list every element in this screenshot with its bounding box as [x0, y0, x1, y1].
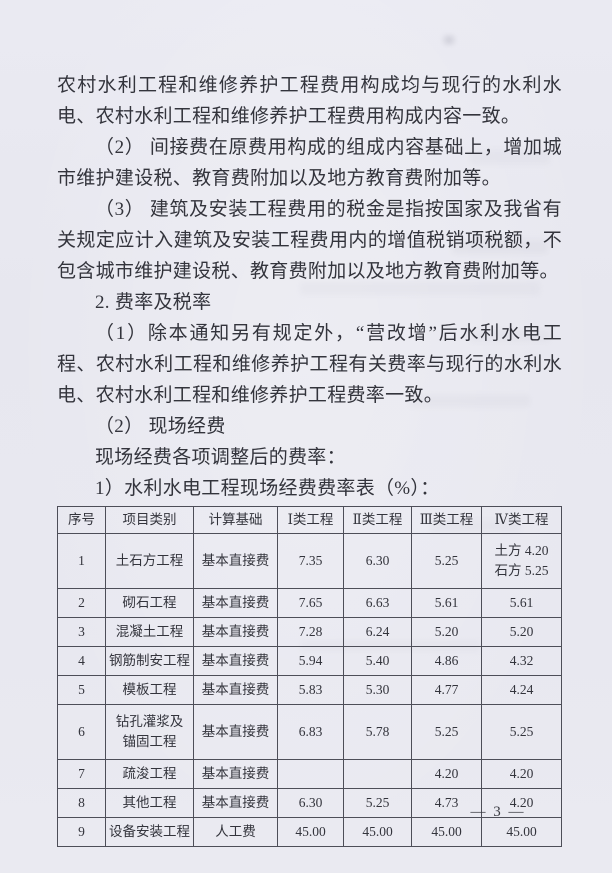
cell-no: 2 — [57, 588, 106, 618]
document-body: 农村水利工程和维修养护工程费用构成均与现行的水利水电、农村水利工程和维修养护工程… — [57, 70, 562, 847]
cell-class1: 5.94 — [277, 646, 344, 676]
cell-basis: 人工费 — [193, 817, 278, 847]
cell-class3: 5.25 — [411, 533, 482, 589]
cell-class2: 5.78 — [343, 704, 412, 760]
cell-no: 1 — [57, 533, 106, 589]
table-header-row: 序号 项目类别 计算基础 Ⅰ类工程 Ⅱ类工程 Ⅲ类工程 Ⅳ类工程 — [57, 506, 562, 534]
header-class-4: Ⅳ类工程 — [481, 506, 562, 534]
paragraph-item-1: （1）除本通知另有规定外，“营改增”后水利水电工程、农村水利工程和维修养护工程有… — [57, 323, 562, 406]
table-row: 7 疏浚工程 基本直接费 4.20 4.20 — [57, 759, 562, 789]
paragraph-item-3: （3） 建筑及安装工程费用的税金是指按国家及我省有关规定应计入建筑及安装工程费用… — [57, 199, 562, 282]
cell-class4: 4.24 — [481, 675, 562, 705]
cell-class3: 5.61 — [411, 588, 482, 618]
cell-basis: 基本直接费 — [193, 617, 278, 647]
table-row: 1 土石方工程 基本直接费 7.35 6.30 5.25 土方 4.20 石方 … — [57, 533, 562, 589]
cell-category: 模板工程 — [105, 675, 194, 705]
cell-class3: 4.86 — [411, 646, 482, 676]
cell-basis: 基本直接费 — [193, 788, 278, 818]
cell-category: 其他工程 — [105, 788, 194, 818]
header-class-2: Ⅱ类工程 — [343, 506, 412, 534]
header-project-category: 项目类别 — [105, 506, 194, 534]
paragraph-site-expense-intro: 现场经费各项调整后的费率： — [95, 447, 346, 468]
cell-category: 砌石工程 — [105, 588, 194, 618]
cell-class4: 4.20 — [481, 788, 562, 818]
cell-class1: 7.28 — [277, 617, 344, 647]
header-class-1: Ⅰ类工程 — [277, 506, 344, 534]
header-serial-number: 序号 — [57, 506, 106, 534]
cell-category: 钻孔灌浆及 锚固工程 — [105, 704, 194, 760]
cell-no: 5 — [57, 675, 106, 705]
cell-class4: 45.00 — [481, 817, 562, 847]
cell-class2: 5.40 — [343, 646, 412, 676]
cell-class1: 6.30 — [277, 788, 344, 818]
fee-rate-table: 序号 项目类别 计算基础 Ⅰ类工程 Ⅱ类工程 Ⅲ类工程 Ⅳ类工程 1 土石方工程… — [57, 506, 562, 847]
cell-category: 疏浚工程 — [105, 759, 194, 789]
paragraph-continuation: 农村水利工程和维修养护工程费用构成均与现行的水利水电、农村水利工程和维修养护工程… — [57, 75, 562, 127]
cell-class1: 5.83 — [277, 675, 344, 705]
cell-class4: 4.20 — [481, 759, 562, 789]
cell-no: 6 — [57, 704, 106, 760]
cell-class4: 5.20 — [481, 617, 562, 647]
cell-category: 土石方工程 — [105, 533, 194, 589]
cell-class2 — [343, 759, 412, 789]
cell-class2: 6.63 — [343, 588, 412, 618]
table-row: 9 设备安装工程 人工费 45.00 45.00 45.00 45.00 — [57, 817, 562, 847]
header-class-3: Ⅲ类工程 — [411, 506, 482, 534]
table-row: 6 钻孔灌浆及 锚固工程 基本直接费 6.83 5.78 5.25 5.25 — [57, 704, 562, 760]
table-row: 2 砌石工程 基本直接费 7.65 6.63 5.61 5.61 — [57, 588, 562, 618]
cell-basis: 基本直接费 — [193, 533, 278, 589]
subsection-heading-site-expense: （2） 现场经费 — [95, 416, 226, 437]
cell-no: 9 — [57, 817, 106, 847]
cell-basis: 基本直接费 — [193, 759, 278, 789]
cell-class4: 5.25 — [481, 704, 562, 760]
cell-class3: 45.00 — [411, 817, 482, 847]
cell-no: 3 — [57, 617, 106, 647]
cell-class2: 6.24 — [343, 617, 412, 647]
cell-class1 — [277, 759, 344, 789]
cell-no: 8 — [57, 788, 106, 818]
cell-class4: 土方 4.20 石方 5.25 — [481, 533, 562, 589]
table-row: 5 模板工程 基本直接费 5.83 5.30 4.77 4.24 — [57, 675, 562, 705]
cell-class1: 6.83 — [277, 704, 344, 760]
cell-class1: 45.00 — [277, 817, 344, 847]
cell-class1: 7.35 — [277, 533, 344, 589]
cell-class2: 45.00 — [343, 817, 412, 847]
cell-class3: 4.20 — [411, 759, 482, 789]
paragraph-item-2: （2） 间接费在原费用构成的组成内容基础上，增加城市维护建设税、教育费附加以及地… — [57, 137, 562, 189]
cell-no: 7 — [57, 759, 106, 789]
section-heading-fee-rates: 2. 费率及税率 — [95, 292, 212, 313]
page-number: — 3 — — [470, 804, 526, 820]
cell-class4: 4.32 — [481, 646, 562, 676]
cell-basis: 基本直接费 — [193, 675, 278, 705]
table-row: 4 钢筋制安工程 基本直接费 5.94 5.40 4.86 4.32 — [57, 646, 562, 676]
cell-class3: 5.25 — [411, 704, 482, 760]
cell-basis: 基本直接费 — [193, 704, 278, 760]
cell-class1: 7.65 — [277, 588, 344, 618]
cell-class2: 6.30 — [343, 533, 412, 589]
cell-category: 设备安装工程 — [105, 817, 194, 847]
cell-class2: 5.30 — [343, 675, 412, 705]
cell-basis: 基本直接费 — [193, 646, 278, 676]
cell-basis: 基本直接费 — [193, 588, 278, 618]
scan-smudge-artifact — [444, 36, 454, 44]
header-calc-basis: 计算基础 — [193, 506, 278, 534]
cell-category: 钢筋制安工程 — [105, 646, 194, 676]
cell-category: 混凝土工程 — [105, 617, 194, 647]
cell-class2: 5.25 — [343, 788, 412, 818]
table-row: 3 混凝土工程 基本直接费 7.28 6.24 5.20 5.20 — [57, 617, 562, 647]
cell-class4: 5.61 — [481, 588, 562, 618]
table-caption: 1）水利水电工程现场经费费率表（%）： — [95, 478, 440, 499]
cell-class3: 4.77 — [411, 675, 482, 705]
cell-class3: 5.20 — [411, 617, 482, 647]
cell-no: 4 — [57, 646, 106, 676]
